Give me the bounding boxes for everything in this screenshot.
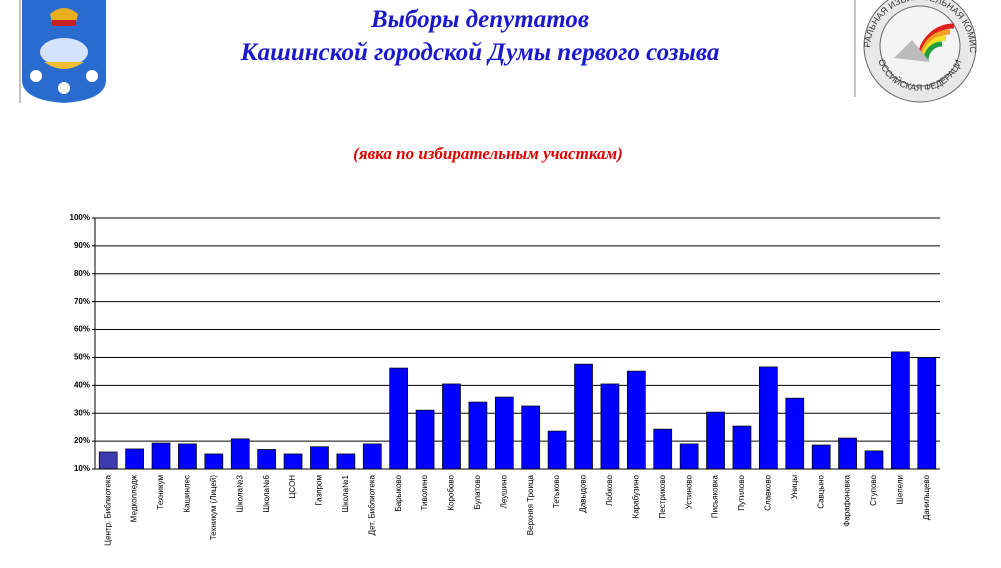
x-tick-label: Техникум: [156, 475, 165, 510]
bar: [283, 453, 303, 470]
bar: [125, 448, 144, 470]
x-tick-label: Карабузино: [631, 474, 640, 518]
x-tick-label: Ступово: [869, 474, 878, 505]
subtitle: (явка по избирательным участкам): [353, 144, 623, 163]
title-line: Кашинской городской Думы первого созыва: [240, 39, 720, 66]
bar: [706, 411, 725, 470]
bar: [838, 437, 857, 470]
x-tick-label: Пестриково: [658, 474, 667, 518]
x-tick-label: Фарафоновка: [843, 474, 852, 526]
y-tick-label: 80%: [74, 269, 90, 278]
bar: [415, 409, 435, 470]
y-tick-label: 40%: [74, 380, 90, 389]
x-tick-label: Коробово: [447, 474, 456, 510]
bar: [151, 442, 171, 470]
bar: [679, 443, 699, 470]
x-tick-label: Савцыно: [816, 474, 825, 508]
x-tick-label: Школа№6: [262, 474, 271, 512]
x-tick-label: Верхняя Троица: [526, 474, 535, 535]
x-tick-label: Лобково: [605, 474, 614, 505]
bar: [521, 405, 541, 470]
bar: [230, 438, 250, 470]
x-tick-label: Путилово: [737, 474, 746, 510]
x-tick-label: Давыдово: [579, 474, 588, 512]
bar: [917, 357, 937, 470]
bar: [732, 425, 752, 470]
bar: [759, 366, 778, 470]
bar: [891, 351, 910, 470]
bar: [468, 401, 488, 470]
x-tick-label: Барыково: [394, 474, 403, 511]
x-tick-label: Леушино: [499, 474, 508, 508]
bar: [574, 363, 593, 470]
x-tick-label: Кашинлес: [183, 475, 192, 513]
x-tick-label: Школа№3: [235, 474, 244, 512]
coat-of-arms: [19, 0, 106, 103]
x-tick-label: ЦСОН: [288, 475, 297, 499]
bar: [600, 383, 620, 470]
x-tick-label: Техникум (Лицей): [209, 475, 218, 541]
bar: [98, 451, 118, 470]
x-tick-label: Устиново: [684, 474, 693, 509]
bar: [442, 383, 461, 470]
y-tick-label: 70%: [74, 297, 90, 306]
bar: [257, 449, 276, 470]
x-tick-label: Тетьково: [552, 474, 561, 508]
bar: [811, 444, 831, 470]
x-tick-label: Булатово: [473, 474, 482, 509]
bar: [626, 370, 646, 470]
bar: [653, 428, 673, 470]
x-tick-label: Газпром: [315, 475, 324, 506]
bar: [178, 443, 197, 470]
x-tick-label: Центр. Библиотека: [103, 474, 112, 545]
y-tick-label: 60%: [74, 325, 90, 334]
y-tick-label: 20%: [74, 436, 90, 445]
x-tick-label: Медколледж: [130, 474, 139, 522]
bar: [310, 446, 329, 470]
x-tick-label: Письяковка: [711, 474, 720, 518]
x-tick-label: Уницы: [790, 475, 799, 499]
y-tick-label: 10%: [74, 464, 90, 473]
y-tick-label: 30%: [74, 408, 90, 417]
bar: [494, 396, 514, 470]
x-tick-label: Тиволино: [420, 474, 429, 510]
y-tick-label: 100%: [70, 213, 90, 222]
x-tick-label: Славково: [763, 474, 772, 510]
x-tick-label: Школа№1: [341, 474, 350, 512]
bar: [336, 453, 356, 470]
bar: [389, 367, 409, 470]
bar: [864, 450, 884, 470]
y-tick-label: 90%: [74, 241, 90, 250]
title-line: Выборы депутатов: [370, 6, 589, 33]
x-tick-label: Данильцево: [922, 474, 931, 520]
bar: [547, 430, 567, 470]
bar: [785, 397, 805, 470]
y-tick-label: 50%: [74, 353, 90, 362]
x-tick-label: Шепели: [896, 475, 905, 504]
x-tick-label: Дет. Библиотека: [367, 474, 376, 535]
bar: [204, 453, 224, 470]
bar: [362, 443, 382, 470]
